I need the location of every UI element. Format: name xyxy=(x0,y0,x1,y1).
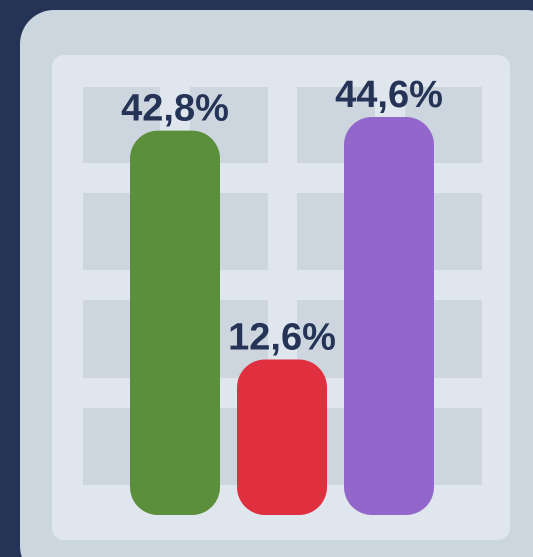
value-label: 12,6% xyxy=(228,317,336,359)
bar xyxy=(344,117,434,515)
value-label: 42,8% xyxy=(121,88,229,130)
bar xyxy=(237,359,327,515)
bar xyxy=(130,130,220,516)
value-label: 44,6% xyxy=(335,74,443,116)
